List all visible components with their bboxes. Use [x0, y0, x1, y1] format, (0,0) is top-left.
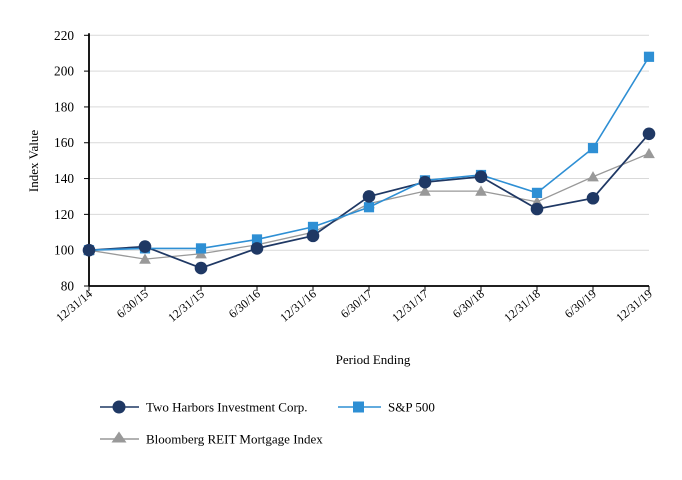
svg-text:6/30/16: 6/30/16 [226, 287, 263, 321]
svg-text:160: 160 [54, 135, 74, 150]
svg-text:100: 100 [54, 243, 74, 258]
svg-text:120: 120 [54, 207, 74, 222]
svg-text:Two Harbors Investment Corp.: Two Harbors Investment Corp. [146, 400, 308, 415]
svg-text:12/31/15: 12/31/15 [165, 287, 207, 325]
svg-text:220: 220 [54, 28, 74, 43]
svg-text:12/31/19: 12/31/19 [613, 287, 655, 325]
svg-text:6/30/19: 6/30/19 [562, 287, 599, 321]
svg-text:180: 180 [54, 99, 74, 114]
svg-text:200: 200 [54, 64, 74, 79]
svg-text:12/31/17: 12/31/17 [389, 287, 431, 325]
svg-text:6/30/18: 6/30/18 [450, 287, 487, 321]
svg-text:80: 80 [61, 279, 75, 294]
svg-text:12/31/14: 12/31/14 [53, 287, 95, 325]
svg-text:S&P 500: S&P 500 [388, 400, 435, 415]
svg-text:6/30/17: 6/30/17 [338, 287, 375, 321]
svg-text:6/30/15: 6/30/15 [114, 287, 151, 321]
svg-text:140: 140 [54, 171, 74, 186]
svg-text:12/31/18: 12/31/18 [501, 287, 543, 325]
svg-text:Bloomberg REIT Mortgage Index: Bloomberg REIT Mortgage Index [146, 432, 323, 447]
svg-text:Index Value: Index Value [26, 130, 41, 192]
svg-text:12/31/16: 12/31/16 [277, 287, 319, 325]
svg-text:Period Ending: Period Ending [336, 352, 411, 367]
